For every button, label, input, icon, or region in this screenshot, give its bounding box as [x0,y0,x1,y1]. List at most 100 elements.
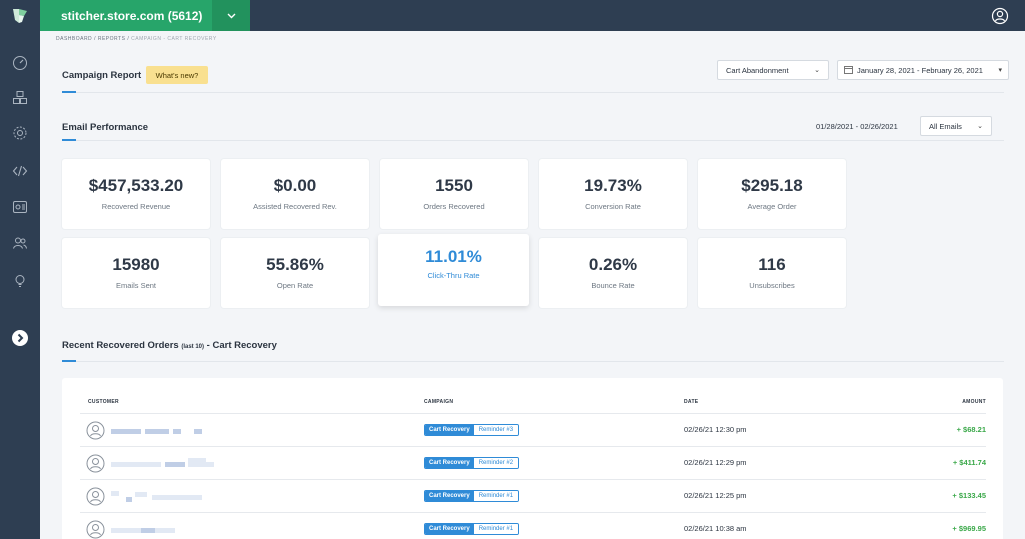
chevron-down-icon[interactable] [212,0,250,31]
table-row[interactable]: Cart Recovery Reminder #1 02/26/21 12:25… [80,479,986,512]
recent-orders-underline [62,360,76,362]
calendar-icon [844,65,853,76]
customer-name-redacted [135,492,147,497]
breadcrumb-reports[interactable]: REPORTS [97,36,126,42]
customer-name-redacted [165,462,185,467]
stat-label: Conversion Rate [585,202,641,211]
date-range-picker[interactable]: January 28, 2021 - February 26, 2021 ▾ [837,60,1009,80]
chevron-down-icon: ⌄ [814,67,820,74]
stat-card-unsubscribes: 116 Unsubscribes [698,238,846,308]
whats-new-button[interactable]: What's new? [146,66,208,84]
customer-name-redacted [152,495,202,500]
recent-orders-title: Recent Recovered Orders (last 10) - Cart… [62,340,277,351]
recent-orders-table: CUSTOMER CAMPAIGN DATE AMOUNT Cart Recov… [62,378,1003,539]
campaign-name: Cart Recovery [425,458,474,468]
stat-value: $0.00 [273,176,317,195]
order-date: 02/26/21 12:30 pm [684,425,747,434]
campaign-report-title: Campaign Report [62,70,142,81]
sidebar [0,31,40,539]
boxes-icon[interactable] [10,88,30,108]
email-filter-select[interactable]: All Emails ⌄ [920,116,992,136]
email-performance-date-range: 01/28/2021 - 02/26/2021 [816,122,898,131]
stat-card-emails-sent: 15980 Emails Sent [62,238,210,308]
divider [76,361,1004,362]
stat-label: Average Order [747,202,797,211]
stat-label: Click-Thru Rate [427,271,480,280]
order-amount: + $969.95 [952,524,986,533]
reminder-label: Reminder #3 [473,425,519,435]
campaign-tag[interactable]: Cart Recovery Reminder #1 [424,490,520,502]
column-header-campaign: CAMPAIGN [424,399,454,405]
lightbulb-icon[interactable] [10,271,30,291]
chevron-down-icon: ⌄ [977,123,983,130]
stat-value: $295.18 [741,176,803,195]
stat-card-orders-recovered: 1550 Orders Recovered [380,159,528,229]
stat-card-assisted-revenue: $0.00 Assisted Recovered Rev. [221,159,369,229]
store-selector[interactable]: stitcher.store.com (5612) [40,0,250,31]
stat-value: 116 [758,255,786,274]
stat-value: 55.86% [266,255,324,274]
campaign-type-value: Cart Abandonment [726,65,789,75]
reminder-label: Reminder #2 [473,458,519,468]
user-account-icon[interactable] [991,7,1009,25]
campaign-type-select[interactable]: Cart Abandonment ⌄ [717,60,829,80]
campaign-icon[interactable] [10,197,30,217]
stat-label: Emails Sent [115,281,157,290]
date-range-value: January 28, 2021 - February 26, 2021 [857,65,983,75]
breadcrumb-dashboard[interactable]: DASHBOARD [56,36,93,42]
logo-icon[interactable] [0,0,40,31]
settings-icon[interactable] [10,123,30,143]
main-content: DASHBOARD / REPORTS / CAMPAIGN - CART RE… [40,31,1025,539]
caret-down-icon: ▾ [998,67,1002,74]
order-amount: + $411.74 [952,458,986,467]
code-icon[interactable] [10,161,30,181]
stat-label: Assisted Recovered Rev. [253,202,337,211]
stat-label: Bounce Rate [591,281,635,290]
column-header-amount: AMOUNT [962,399,986,405]
users-icon[interactable] [10,233,30,253]
campaign-name: Cart Recovery [425,425,474,435]
order-date: 02/26/21 10:38 am [684,524,747,533]
order-date: 02/26/21 12:25 pm [684,491,747,500]
order-amount: + $68.21 [956,425,986,434]
dashboard-icon[interactable] [10,53,30,73]
avatar-icon [86,421,105,440]
column-header-customer: CUSTOMER [88,399,119,405]
campaign-tag[interactable]: Cart Recovery Reminder #1 [424,523,520,535]
recent-orders-title-suffix: - Cart Recovery [206,340,277,351]
stat-label: Recovered Revenue [101,202,171,211]
divider [76,92,1004,93]
stat-card-average-order: $295.18 Average Order [698,159,846,229]
table-row[interactable]: Cart Recovery Reminder #3 02/26/21 12:30… [80,413,986,446]
stat-label: Orders Recovered [423,202,485,211]
customer-name-redacted [173,429,181,434]
campaign-tag[interactable]: Cart Recovery Reminder #3 [424,424,520,436]
customer-name-redacted [206,462,214,467]
avatar-icon [86,454,105,473]
customer-name-redacted [111,429,141,434]
divider [76,140,1004,141]
stat-value: 15980 [112,255,160,274]
email-performance-underline [62,139,76,141]
table-row[interactable]: Cart Recovery Reminder #1 02/26/21 10:38… [80,512,986,539]
campaign-name: Cart Recovery [425,491,474,501]
stat-value: 1550 [435,176,473,195]
stat-card-recovered-revenue: $457,533.20 Recovered Revenue [62,159,210,229]
expand-icon[interactable] [10,328,30,348]
stat-value: 0.26% [588,255,638,274]
campaign-tag[interactable]: Cart Recovery Reminder #2 [424,457,520,469]
stat-value: 11.01% [425,247,482,266]
table-row[interactable]: Cart Recovery Reminder #2 02/26/21 12:29… [80,446,986,479]
stat-card-conversion-rate: 19.73% Conversion Rate [539,159,687,229]
avatar-icon [86,487,105,506]
customer-name-redacted [141,528,155,533]
avatar-icon [86,520,105,539]
stat-value: 19.73% [584,176,642,195]
breadcrumb: DASHBOARD / REPORTS / CAMPAIGN - CART RE… [56,36,217,42]
reminder-label: Reminder #1 [473,524,519,534]
store-name: stitcher.store.com (5612) [61,8,203,23]
customer-name-redacted [188,458,206,467]
customer-name-redacted [111,528,141,533]
customer-name-redacted [155,528,175,533]
stat-card-click-thru-rate[interactable]: 11.01% Click-Thru Rate [378,234,529,306]
